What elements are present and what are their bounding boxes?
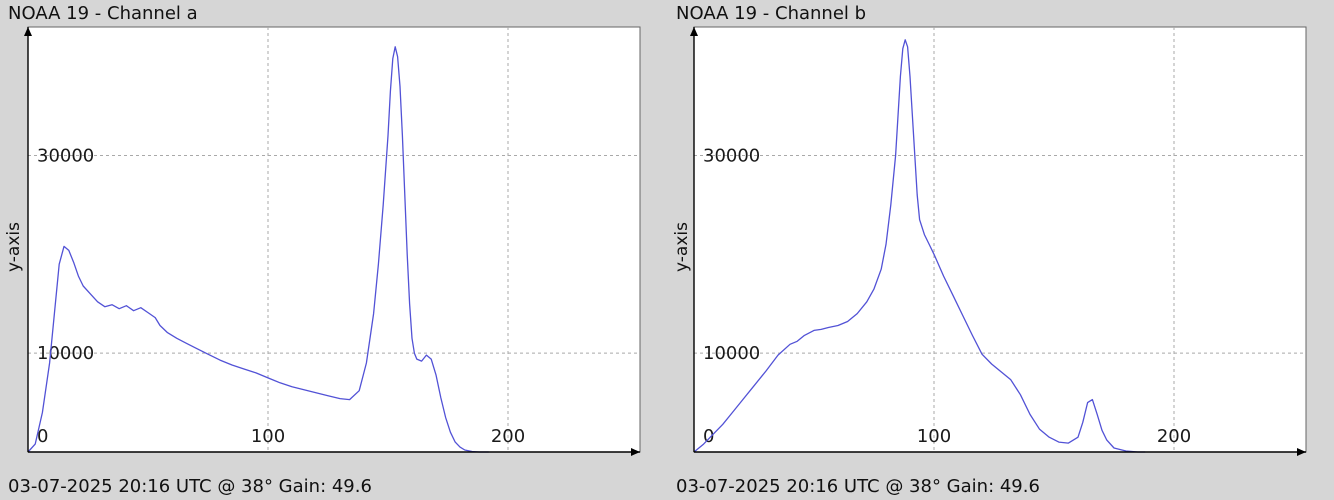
plot-area: 10000 30000 0 100 200 <box>24 26 641 456</box>
x-tick-label: 0 <box>37 426 48 447</box>
x-tick-label: 100 <box>917 426 951 447</box>
panel-title: NOAA 19 - Channel b <box>676 3 867 24</box>
y-axis-arrow <box>24 27 32 36</box>
y-axis-label: y-axis <box>671 222 692 272</box>
x-tick-label: 200 <box>1157 426 1191 447</box>
x-tick-label: 200 <box>491 426 525 447</box>
line-chart: 10000 30000 0 100 200 <box>24 26 641 456</box>
y-tick-label: 10000 <box>703 343 760 364</box>
plot-area: 10000 30000 0 100 200 <box>690 26 1307 456</box>
status-footer: 03-07-2025 20:16 UTC @ 38° Gain: 49.6 <box>676 476 1040 497</box>
status-footer: 03-07-2025 20:16 UTC @ 38° Gain: 49.6 <box>8 476 372 497</box>
x-tick-label: 100 <box>251 426 285 447</box>
y-tick-label: 10000 <box>37 343 94 364</box>
y-tick-label: 30000 <box>703 145 760 166</box>
x-axis-arrow <box>1297 448 1306 456</box>
line-chart: 10000 30000 0 100 200 <box>690 26 1307 456</box>
panel-title: NOAA 19 - Channel a <box>8 3 198 24</box>
y-tick-label: 30000 <box>37 145 94 166</box>
plot-frame <box>27 26 641 453</box>
x-tick-label: 0 <box>703 426 714 447</box>
y-axis-arrow <box>690 27 698 36</box>
y-axis-label: y-axis <box>3 222 24 272</box>
series-line <box>693 39 1146 453</box>
series-line <box>27 46 489 453</box>
x-axis-arrow <box>631 448 640 456</box>
plot-frame <box>693 26 1307 453</box>
